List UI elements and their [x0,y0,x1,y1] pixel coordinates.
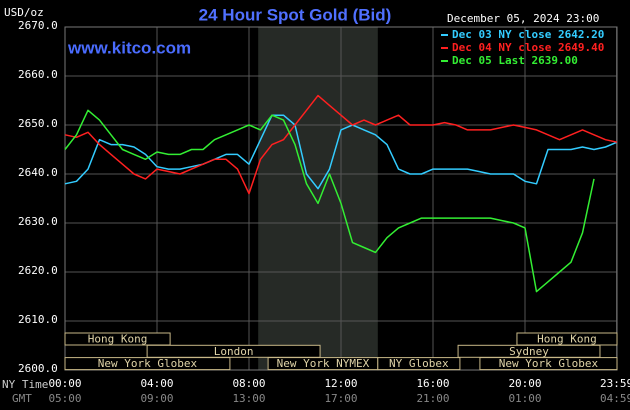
shaded-region [258,27,378,370]
x2-tick-label: 05:00 [48,392,81,405]
legend-label: Dec 05 Last 2639.00 [452,54,578,67]
y-axis-label: USD/oz [4,6,44,19]
session-label: NY Globex [389,357,449,370]
session-label: New York Globex [499,357,599,370]
session-label: New York NYMEX [277,357,370,370]
series-line [64,94,618,195]
session-bar [479,357,618,371]
x2-tick-label: 13:00 [232,392,265,405]
legend-label: Dec 04 NY close 2649.40 [452,41,604,54]
y-tick-label: 2640.0 [18,166,58,179]
session-label: Hong Kong [88,333,148,346]
x2-tick-label: 04:59 [600,392,630,405]
chart-title: 24 Hour Spot Gold (Bid) [199,5,392,24]
y-tick-label: 2660.0 [18,68,58,81]
y-tick-label: 2630.0 [18,215,58,228]
session-label: London [214,345,254,358]
session-bar [146,344,321,358]
session-label: Hong Kong [537,333,597,346]
x2-tick-label: 21:00 [416,392,449,405]
y-tick-label: 2600.0 [18,362,58,375]
x-tick-label: 23:59 [600,377,630,390]
x-tick-label: 00:00 [48,377,81,390]
x-tick-label: 16:00 [416,377,449,390]
legend-label: Dec 03 NY close 2642.20 [452,28,604,41]
x2-axis-label: GMT [12,392,32,405]
x2-tick-label: 17:00 [324,392,357,405]
x-tick-label: 12:00 [324,377,357,390]
session-bar [64,332,171,346]
series-line [64,109,595,293]
timestamp: December 05, 2024 23:00 [447,12,599,25]
session-bar [377,357,461,371]
x-tick-label: 20:00 [508,377,541,390]
y-tick-label: 2610.0 [18,313,58,326]
y-tick-label: 2650.0 [18,117,58,130]
series-line [64,114,618,190]
session-bar [64,357,231,371]
y-tick-label: 2620.0 [18,264,58,277]
session-label: Sydney [509,345,549,358]
x2-tick-label: 09:00 [140,392,173,405]
x-tick-label: 04:00 [140,377,173,390]
plot-area [64,26,618,371]
x-axis-label: NY Time [2,378,48,391]
x2-tick-label: 01:00 [508,392,541,405]
website: www.kitco.com [67,38,191,57]
session-label: New York Globex [98,357,198,370]
x-tick-label: 08:00 [232,377,265,390]
y-tick-label: 2670.0 [18,19,58,32]
